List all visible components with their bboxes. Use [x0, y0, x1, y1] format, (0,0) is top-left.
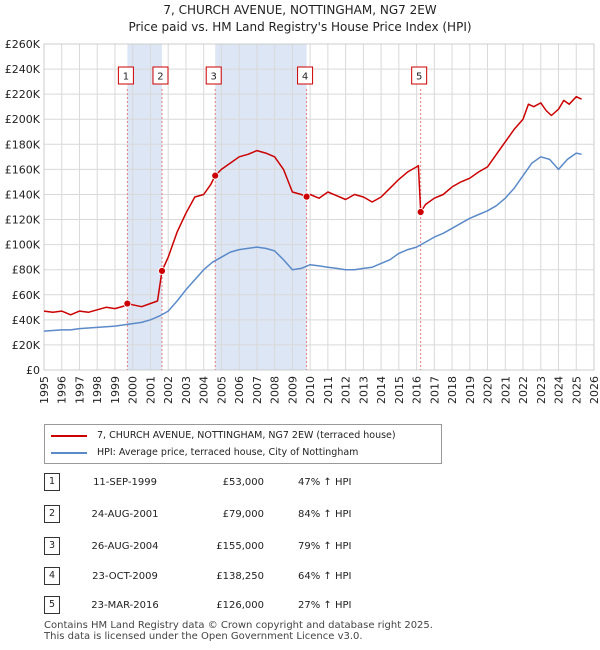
legend-swatch-hpi	[51, 451, 87, 454]
sale-point	[416, 208, 425, 216]
shaded-period	[215, 44, 307, 370]
sale-number-box	[152, 66, 169, 85]
y-tick-label: £120K	[5, 214, 41, 227]
transaction-number: 1	[44, 473, 60, 491]
sale-point	[211, 171, 220, 180]
x-tick-label: 2019	[464, 376, 477, 404]
legend-item-hpi: HPI: Average price, terraced house, City…	[51, 445, 358, 461]
y-tick-label: £80K	[12, 264, 41, 277]
transaction-date: 23-OCT-2009	[92, 571, 158, 582]
transaction-hpi-change: 84% ↑ HPI	[298, 509, 352, 520]
x-tick-label: 2007	[251, 376, 264, 404]
legend-item-property: 7, CHURCH AVENUE, NOTTINGHAM, NG7 2EW (t…	[51, 428, 396, 444]
x-tick-label: 2008	[269, 376, 282, 404]
sale-point	[158, 267, 166, 275]
transaction-price: £126,000	[216, 600, 264, 611]
x-tick-label: 2004	[198, 376, 211, 404]
x-tick-label: 2017	[428, 376, 441, 404]
y-tick-label: £260K	[5, 38, 41, 51]
sale-number-label: 3	[211, 72, 217, 83]
x-tick-label: 2023	[535, 376, 548, 404]
transaction-number: 4	[44, 567, 60, 585]
chart-title: 7, CHURCH AVENUE, NOTTINGHAM, NG7 2EW	[163, 3, 437, 17]
x-tick-label: 2020	[482, 376, 495, 404]
x-tick-label: 2021	[499, 376, 512, 404]
property-series-line	[43, 95, 582, 316]
transaction-date: 11-SEP-1999	[93, 477, 157, 488]
transaction-number: 2	[44, 505, 60, 523]
transaction-number: 5	[44, 596, 60, 614]
x-tick-label: 2011	[322, 376, 335, 404]
footer-attribution: Contains HM Land Registry data © Crown c…	[44, 620, 433, 642]
x-tick-label: 2013	[357, 376, 370, 404]
sale-number-label: 2	[157, 72, 163, 83]
sale-point	[302, 192, 311, 201]
transaction-hpi-change: 47% ↑ HPI	[298, 477, 352, 488]
x-tick-label: 1996	[56, 376, 69, 404]
sale-number-box	[297, 66, 314, 85]
price-chart: £0 £20K £40K £60K £80K £100K £120K £140K £160K £1…	[5, 38, 600, 404]
transaction-hpi-change: 79% ↑ HPI	[298, 541, 352, 552]
y-tick-label: £100K	[5, 239, 41, 252]
transaction-date: 26-AUG-2004	[91, 541, 159, 552]
y-tick-label: £20K	[12, 339, 41, 352]
x-tick-label: 2003	[180, 376, 193, 404]
transaction-hpi-change: 27% ↑ HPI	[298, 600, 352, 611]
sale-number-box	[411, 66, 428, 85]
x-tick-label: 2006	[233, 376, 246, 404]
sale-number-label: 1	[123, 72, 129, 83]
sale-number-box	[205, 66, 222, 85]
x-tick-label: 2009	[286, 376, 299, 404]
plot-frame	[43, 43, 595, 371]
hpi-series-line	[43, 152, 582, 332]
chart-title-block: 7, CHURCH AVENUE, NOTTINGHAM, NG7 2EW Pr…	[0, 2, 600, 36]
sale-number-box	[117, 66, 134, 85]
y-tick-label: £200K	[5, 113, 41, 126]
sale-number-label: 4	[302, 72, 308, 83]
sale-point	[123, 299, 132, 308]
y-tick-label: £60K	[12, 289, 41, 302]
y-tick-label: £240K	[5, 63, 41, 76]
y-tick-label: £160K	[5, 163, 41, 176]
x-tick-label: 2001	[144, 376, 157, 404]
x-tick-label: 2000	[127, 376, 140, 404]
x-tick-label: 2018	[446, 376, 459, 404]
legend-label-hpi: HPI: Average price, terraced house, City…	[97, 447, 359, 458]
x-tick-label: 2005	[215, 376, 228, 404]
x-tick-label: 2026	[588, 376, 600, 404]
x-tick-label: 1998	[91, 376, 104, 404]
x-tick-label: 2015	[393, 376, 406, 404]
y-tick-label: £0	[26, 364, 40, 377]
x-tick-label: 1999	[109, 376, 122, 404]
y-tick-label: £220K	[5, 88, 41, 101]
legend-label-property: 7, CHURCH AVENUE, NOTTINGHAM, NG7 2EW (t…	[97, 430, 396, 441]
sale-number-label: 5	[416, 72, 422, 83]
x-tick-label: 2010	[304, 376, 317, 404]
x-tick-label: 2012	[340, 376, 353, 404]
chart-subtitle: Price paid vs. HM Land Registry's House …	[128, 20, 472, 34]
x-tick-label: 1995	[38, 376, 51, 404]
transaction-price: £155,000	[216, 541, 264, 552]
transaction-price: £79,000	[222, 509, 264, 520]
footer-line-licence: This data is licensed under the Open Gov…	[44, 631, 363, 642]
y-tick-label: £140K	[5, 188, 41, 201]
x-tick-label: 2025	[570, 376, 583, 404]
chart-legend: 7, CHURCH AVENUE, NOTTINGHAM, NG7 2EW (t…	[44, 424, 442, 464]
transaction-date: 24-AUG-2001	[91, 509, 159, 520]
x-tick-label: 1997	[73, 376, 86, 404]
transaction-price: £138,250	[216, 571, 264, 582]
transaction-hpi-change: 64% ↑ HPI	[298, 571, 352, 582]
x-tick-label: 2022	[517, 376, 530, 404]
y-tick-label: £180K	[5, 138, 41, 151]
transaction-date: 23-MAR-2016	[91, 600, 159, 611]
footer-line-copyright: Contains HM Land Registry data © Crown c…	[44, 620, 433, 631]
transaction-price: £53,000	[222, 477, 264, 488]
y-tick-label: £40K	[12, 314, 41, 327]
x-tick-label: 2024	[553, 376, 566, 404]
transaction-number: 3	[44, 537, 60, 555]
x-tick-label: 2016	[411, 376, 424, 404]
x-tick-label: 2014	[375, 376, 388, 404]
x-tick-label: 2002	[162, 376, 175, 404]
legend-swatch-property	[51, 434, 87, 437]
